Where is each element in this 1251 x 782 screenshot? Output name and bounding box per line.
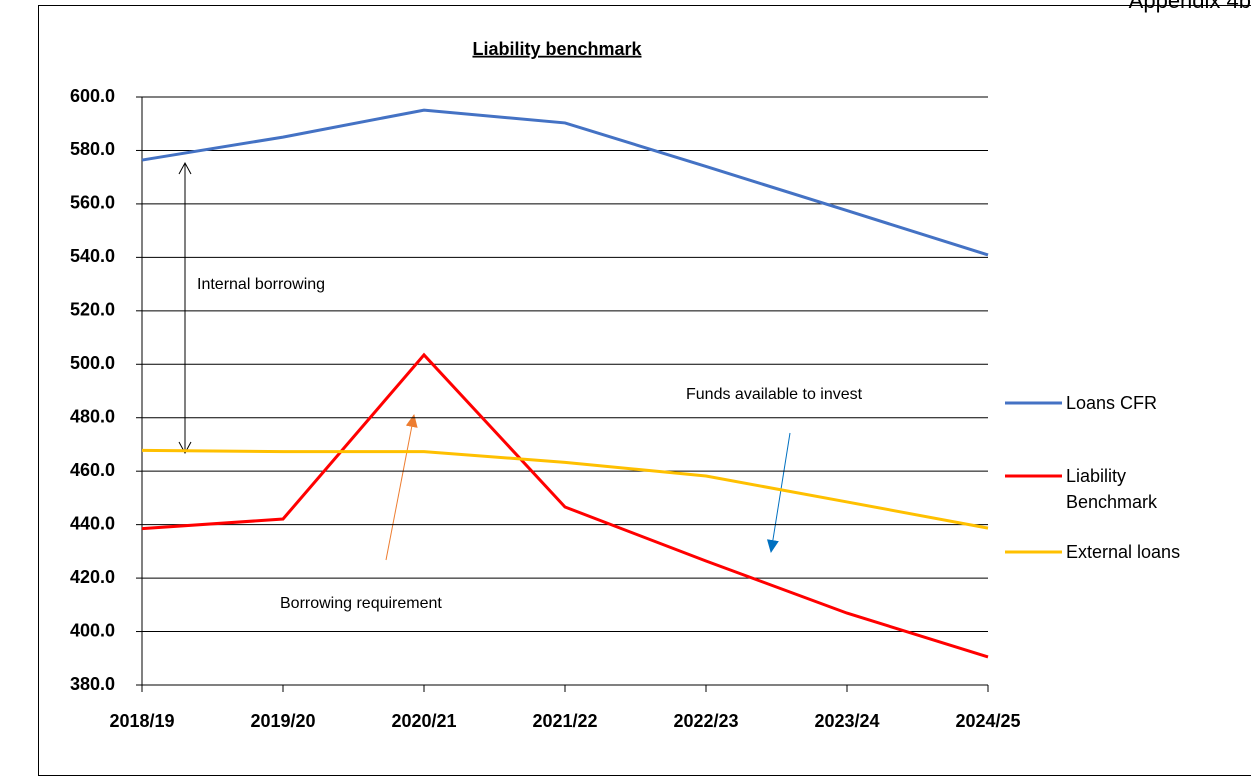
x-tick-label: 2019/20: [250, 711, 315, 731]
x-tick-label: 2020/21: [391, 711, 456, 731]
legend-label: Liability Benchmark: [1066, 466, 1158, 512]
chart-frame: [38, 5, 1251, 776]
annotation: Internal borrowing: [197, 276, 325, 293]
legend-label: Loans CFR: [1066, 393, 1158, 413]
y-tick-label: 380.0: [70, 674, 115, 694]
y-tick-label: 540.0: [70, 246, 115, 266]
series-line: [141, 108, 989, 257]
chart-title: Liability benchmark: [472, 39, 642, 59]
y-tick-label: 420.0: [70, 567, 115, 587]
y-tick-label: 480.0: [70, 406, 115, 426]
series-line: [141, 448, 989, 530]
legend-label: External loans: [1066, 542, 1181, 562]
x-tick-label: 2023/24: [814, 711, 879, 731]
y-tick-label: 440.0: [70, 513, 115, 533]
y-tick-label: 600.0: [70, 86, 115, 106]
borrowing-requirement-arrow: [385, 414, 418, 561]
funds-arrow: [766, 432, 791, 553]
y-tick-label: 580.0: [70, 139, 115, 159]
series-line: [141, 352, 989, 659]
y-tick-label: 560.0: [70, 193, 115, 213]
y-tick-label: 500.0: [70, 353, 115, 373]
page-label: Appendix 4b: [1129, 0, 1251, 13]
annotation: Borrowing requirement: [280, 595, 442, 612]
annotation: Funds available to invest: [686, 386, 863, 403]
y-tick-label: 460.0: [70, 460, 115, 480]
y-tick-label: 400.0: [70, 620, 115, 640]
x-tick-label: 2021/22: [532, 711, 597, 731]
x-tick-label: 2022/23: [673, 711, 738, 731]
y-tick-label: 520.0: [70, 300, 115, 320]
x-tick-label: 2018/19: [109, 711, 174, 731]
x-tick-label: 2024/25: [955, 711, 1020, 731]
